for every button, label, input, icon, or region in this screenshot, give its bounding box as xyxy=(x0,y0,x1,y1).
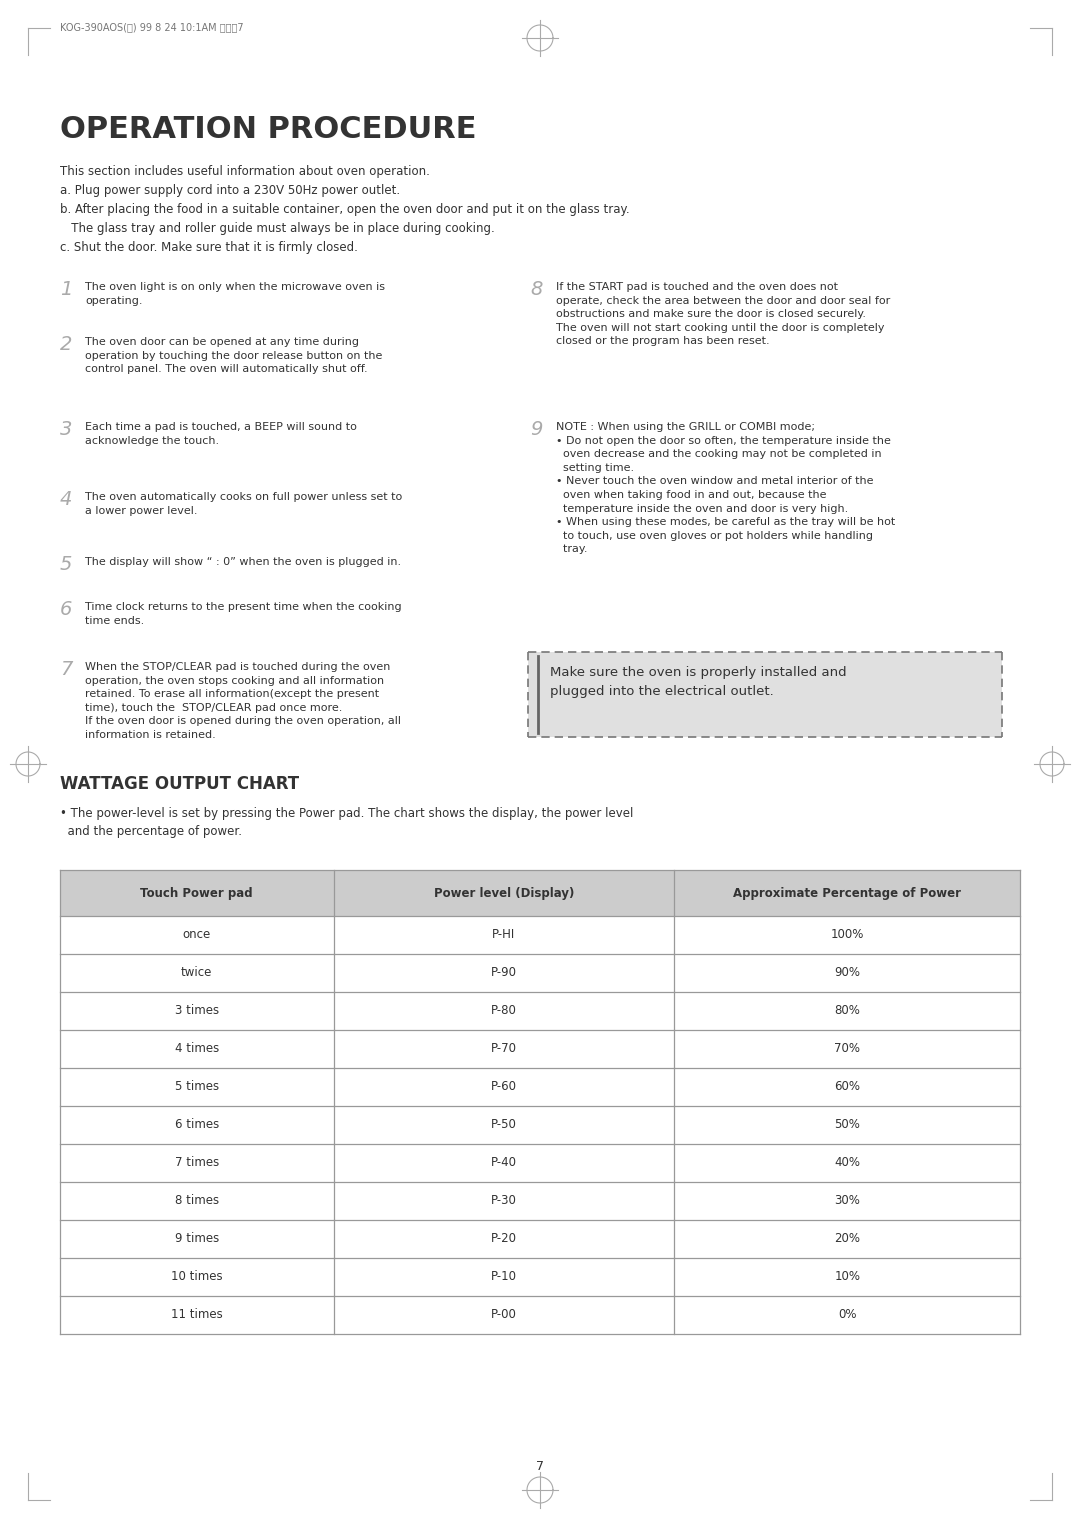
Text: 1: 1 xyxy=(60,280,72,299)
Text: 6 times: 6 times xyxy=(175,1118,219,1132)
Text: 60%: 60% xyxy=(834,1080,860,1094)
Text: NOTE : When using the GRILL or COMBI mode;
• Do not open the door so often, the : NOTE : When using the GRILL or COMBI mod… xyxy=(556,422,895,555)
Text: P-HI: P-HI xyxy=(492,929,515,941)
Text: 7: 7 xyxy=(536,1459,544,1473)
Text: WATTAGE OUTPUT CHART: WATTAGE OUTPUT CHART xyxy=(60,775,299,793)
Text: Time clock returns to the present time when the cooking
time ends.: Time clock returns to the present time w… xyxy=(85,602,402,625)
Text: P-90: P-90 xyxy=(491,967,517,979)
Text: P-00: P-00 xyxy=(491,1308,517,1322)
Bar xyxy=(60,1219,1020,1258)
Text: c. Shut the door. Make sure that it is firmly closed.: c. Shut the door. Make sure that it is f… xyxy=(60,241,357,254)
Text: 10 times: 10 times xyxy=(171,1270,222,1284)
Text: 9 times: 9 times xyxy=(175,1233,219,1245)
Text: The oven automatically cooks on full power unless set to
a lower power level.: The oven automatically cooks on full pow… xyxy=(85,492,402,515)
Text: Make sure the oven is properly installed and
plugged into the electrical outlet.: Make sure the oven is properly installed… xyxy=(550,666,847,697)
Text: 3 times: 3 times xyxy=(175,1004,219,1018)
Text: 8 times: 8 times xyxy=(175,1195,219,1207)
Text: 7 times: 7 times xyxy=(175,1157,219,1169)
Text: 11 times: 11 times xyxy=(171,1308,222,1322)
Text: 3: 3 xyxy=(60,420,72,439)
Text: Approximate Percentage of Power: Approximate Percentage of Power xyxy=(733,886,961,900)
Text: 30%: 30% xyxy=(834,1195,860,1207)
Text: 4: 4 xyxy=(60,490,72,509)
Text: KOG-390AOS(엔) 99 8 24 10:1AM 페이지7: KOG-390AOS(엔) 99 8 24 10:1AM 페이지7 xyxy=(60,21,244,32)
Text: P-60: P-60 xyxy=(491,1080,517,1094)
Text: 8: 8 xyxy=(530,280,542,299)
Text: 90%: 90% xyxy=(834,967,860,979)
Bar xyxy=(528,652,1002,736)
Text: P-40: P-40 xyxy=(491,1157,517,1169)
Text: 9: 9 xyxy=(530,420,542,439)
Text: 20%: 20% xyxy=(834,1233,860,1245)
Text: once: once xyxy=(183,929,211,941)
Bar xyxy=(60,1258,1020,1296)
Text: 80%: 80% xyxy=(834,1004,860,1018)
Text: twice: twice xyxy=(181,967,213,979)
Text: 5: 5 xyxy=(60,555,72,575)
Text: 6: 6 xyxy=(60,601,72,619)
Text: a. Plug power supply cord into a 230V 50Hz power outlet.: a. Plug power supply cord into a 230V 50… xyxy=(60,183,400,197)
Text: 4 times: 4 times xyxy=(175,1042,219,1056)
Bar xyxy=(60,915,1020,953)
Bar xyxy=(60,1183,1020,1219)
Text: The display will show “ : 0” when the oven is plugged in.: The display will show “ : 0” when the ov… xyxy=(85,558,401,567)
Text: 10%: 10% xyxy=(834,1270,860,1284)
Text: The oven light is on only when the microwave oven is
operating.: The oven light is on only when the micro… xyxy=(85,283,384,306)
Bar xyxy=(60,992,1020,1030)
Text: P-30: P-30 xyxy=(491,1195,517,1207)
Text: If the START pad is touched and the oven does not
operate, check the area betwee: If the START pad is touched and the oven… xyxy=(556,283,890,347)
Text: The oven door can be opened at any time during
operation by touching the door re: The oven door can be opened at any time … xyxy=(85,338,382,374)
Bar xyxy=(60,1030,1020,1068)
Text: P-10: P-10 xyxy=(491,1270,517,1284)
Text: 100%: 100% xyxy=(831,929,864,941)
Text: P-50: P-50 xyxy=(491,1118,517,1132)
Text: Touch Power pad: Touch Power pad xyxy=(140,886,253,900)
Text: This section includes useful information about oven operation.: This section includes useful information… xyxy=(60,165,430,177)
Text: 40%: 40% xyxy=(834,1157,860,1169)
Bar xyxy=(60,953,1020,992)
Bar xyxy=(60,1068,1020,1106)
Bar xyxy=(60,869,1020,915)
Text: 50%: 50% xyxy=(834,1118,860,1132)
Text: P-80: P-80 xyxy=(491,1004,517,1018)
Text: • The power-level is set by pressing the Power pad. The chart shows the display,: • The power-level is set by pressing the… xyxy=(60,807,633,837)
Text: When the STOP/CLEAR pad is touched during the oven
operation, the oven stops coo: When the STOP/CLEAR pad is touched durin… xyxy=(85,662,401,740)
Bar xyxy=(60,1106,1020,1144)
Text: OPERATION PROCEDURE: OPERATION PROCEDURE xyxy=(60,115,476,144)
Text: 2: 2 xyxy=(60,335,72,354)
Text: 5 times: 5 times xyxy=(175,1080,219,1094)
Text: The glass tray and roller guide must always be in place during cooking.: The glass tray and roller guide must alw… xyxy=(60,222,495,235)
Text: 7: 7 xyxy=(60,660,72,678)
Text: P-70: P-70 xyxy=(491,1042,517,1056)
Text: 0%: 0% xyxy=(838,1308,856,1322)
Text: Each time a pad is touched, a BEEP will sound to
acknowledge the touch.: Each time a pad is touched, a BEEP will … xyxy=(85,422,356,446)
Bar xyxy=(60,1144,1020,1183)
Text: b. After placing the food in a suitable container, open the oven door and put it: b. After placing the food in a suitable … xyxy=(60,203,630,215)
Text: Power level (Display): Power level (Display) xyxy=(434,886,575,900)
Text: 70%: 70% xyxy=(834,1042,860,1056)
Text: P-20: P-20 xyxy=(491,1233,517,1245)
Bar xyxy=(60,1296,1020,1334)
